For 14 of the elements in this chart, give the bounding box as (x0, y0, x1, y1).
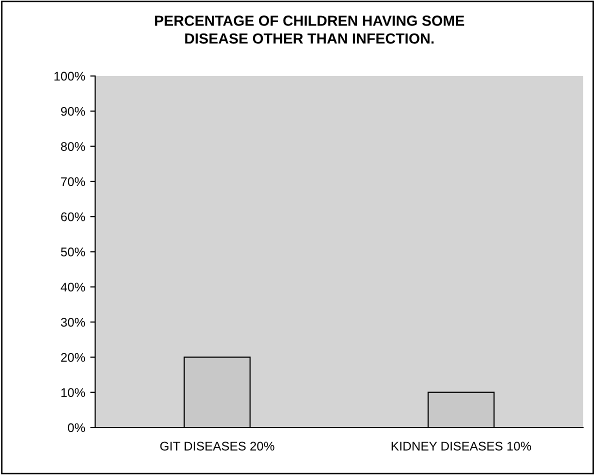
y-tick-label: 70% (61, 177, 86, 186)
y-tick-label: 80% (61, 142, 86, 151)
y-tick-label: 50% (60, 248, 86, 256)
y-tick-label: 10% (61, 388, 86, 397)
y-tick-label: 90% (61, 106, 86, 116)
y-tick-label: 60% (61, 212, 86, 222)
x-tick-label: KIDNEY DISEASES 10% (392, 442, 532, 451)
y-tick-label: 100% (54, 72, 86, 81)
y-tick-label: 40% (60, 282, 86, 292)
y-tick-label: 0% (68, 423, 86, 432)
y-tick-label: 20% (61, 353, 86, 362)
chart-title: PERCENTAGE OF CHILDREN HAVING SOME DISEASE OTHER THAN INFECTION. (155, 16, 464, 44)
y-tick-label: 30% (60, 318, 86, 327)
x-tick-label: GIT DISEASES 20% (160, 442, 274, 451)
